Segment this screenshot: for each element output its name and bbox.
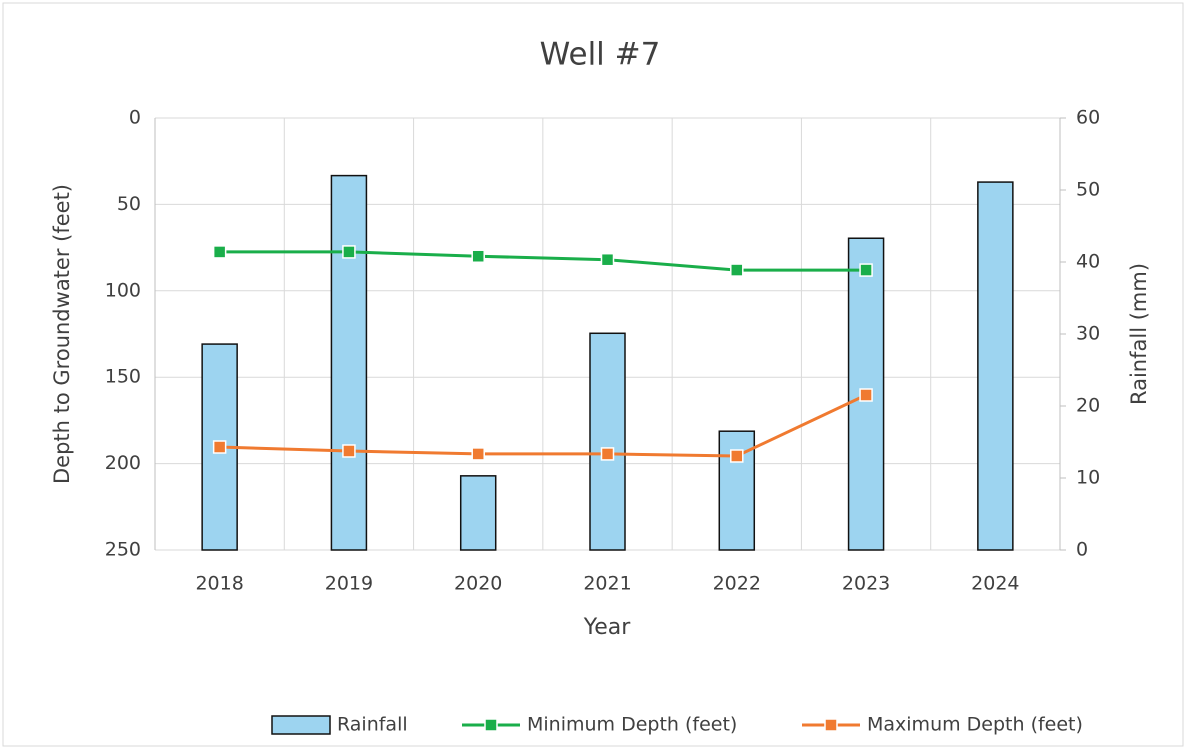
marker: [730, 449, 744, 463]
x-tick-label: 2022: [713, 573, 761, 595]
y2-axis-label: Rainfall (mm): [1127, 263, 1151, 405]
bar: [977, 181, 1014, 551]
legend-swatch: [271, 715, 331, 735]
x-tick-label: 2024: [971, 573, 1019, 595]
x-tick-label: 2020: [454, 573, 502, 595]
bar: [330, 174, 368, 551]
marker: [730, 263, 744, 277]
marker: [342, 245, 356, 259]
marker: [859, 263, 873, 277]
marker: [600, 252, 615, 267]
marker: [600, 447, 615, 461]
bar: [459, 475, 497, 551]
marker: [212, 440, 227, 454]
line: [219, 393, 867, 458]
y-tick-label: 200: [105, 452, 141, 474]
legend-label: Rainfall: [337, 714, 408, 736]
chart-title: Well #7: [540, 37, 661, 73]
y2-tick-label: 40: [1076, 251, 1100, 273]
y2-tick-label: 20: [1076, 395, 1100, 417]
bar: [589, 332, 626, 551]
line: [219, 250, 867, 272]
y2-tick-label: 60: [1076, 107, 1100, 129]
marker: [342, 444, 356, 458]
legend-label: Maximum Depth (feet): [867, 714, 1083, 736]
y-tick-label: 150: [105, 366, 141, 388]
x-tick-label: 2019: [325, 573, 373, 595]
y-tick-label: 50: [117, 193, 141, 215]
y2-tick-label: 10: [1076, 467, 1100, 489]
marker: [859, 388, 873, 402]
x-tick-label: 2021: [583, 573, 631, 595]
legend-marker: [824, 718, 838, 732]
y2-tick-label: 50: [1076, 179, 1100, 201]
marker: [471, 447, 485, 461]
y-tick-label: 0: [129, 107, 141, 129]
x-tick-label: 2018: [195, 573, 243, 595]
y-tick-label: 100: [105, 279, 141, 301]
marker: [212, 245, 227, 259]
y-axis-label: Depth to Groundwater (feet): [50, 184, 74, 484]
legend-label: Minimum Depth (feet): [527, 714, 737, 736]
marker: [471, 249, 485, 263]
y-tick-label: 250: [105, 539, 141, 561]
legend-marker: [484, 718, 498, 732]
x-axis-label: Year: [583, 615, 632, 640]
y2-tick-label: 0: [1076, 539, 1088, 561]
y2-tick-label: 30: [1076, 323, 1100, 345]
x-tick-label: 2023: [842, 573, 890, 595]
